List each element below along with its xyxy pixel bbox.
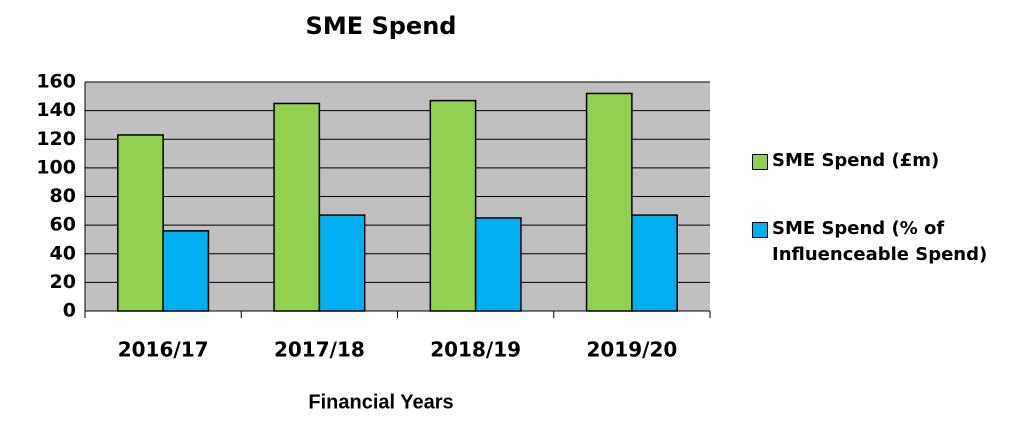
bar bbox=[474, 217, 522, 312]
bar bbox=[273, 102, 321, 312]
bar bbox=[318, 214, 366, 312]
y-tick-label: 20 bbox=[50, 271, 76, 293]
y-tick-label: 40 bbox=[50, 242, 76, 264]
legend-entry: SME Spend (% of Influenceable Spend) bbox=[752, 216, 1022, 268]
legend-swatch bbox=[752, 222, 768, 238]
bar bbox=[585, 92, 633, 312]
y-tick-label: 120 bbox=[36, 128, 76, 150]
legend-entry: SME Spend (£m) bbox=[752, 148, 1022, 174]
bar bbox=[631, 214, 678, 312]
x-tick-label: 2017/18 bbox=[274, 338, 365, 362]
bar bbox=[429, 99, 477, 312]
bar bbox=[162, 230, 210, 312]
x-tick-label: 2019/20 bbox=[586, 338, 677, 362]
x-axis-label: Financial Years bbox=[308, 391, 453, 413]
x-tick-label: 2016/17 bbox=[118, 338, 209, 362]
legend-label: SME Spend (% of Influenceable Spend) bbox=[772, 218, 988, 265]
bar bbox=[117, 134, 164, 312]
y-tick-label: 100 bbox=[36, 156, 76, 178]
y-tick-label: 140 bbox=[36, 99, 76, 121]
y-tick-label: 0 bbox=[63, 300, 76, 322]
chart-title: SME Spend bbox=[306, 12, 457, 40]
legend-swatch bbox=[752, 154, 768, 170]
legend-label: SME Spend (£m) bbox=[772, 150, 940, 171]
y-tick-label: 60 bbox=[50, 214, 76, 236]
x-tick-label: 2018/19 bbox=[430, 338, 521, 362]
y-tick-label: 160 bbox=[36, 71, 76, 93]
y-tick-label: 80 bbox=[50, 185, 76, 207]
